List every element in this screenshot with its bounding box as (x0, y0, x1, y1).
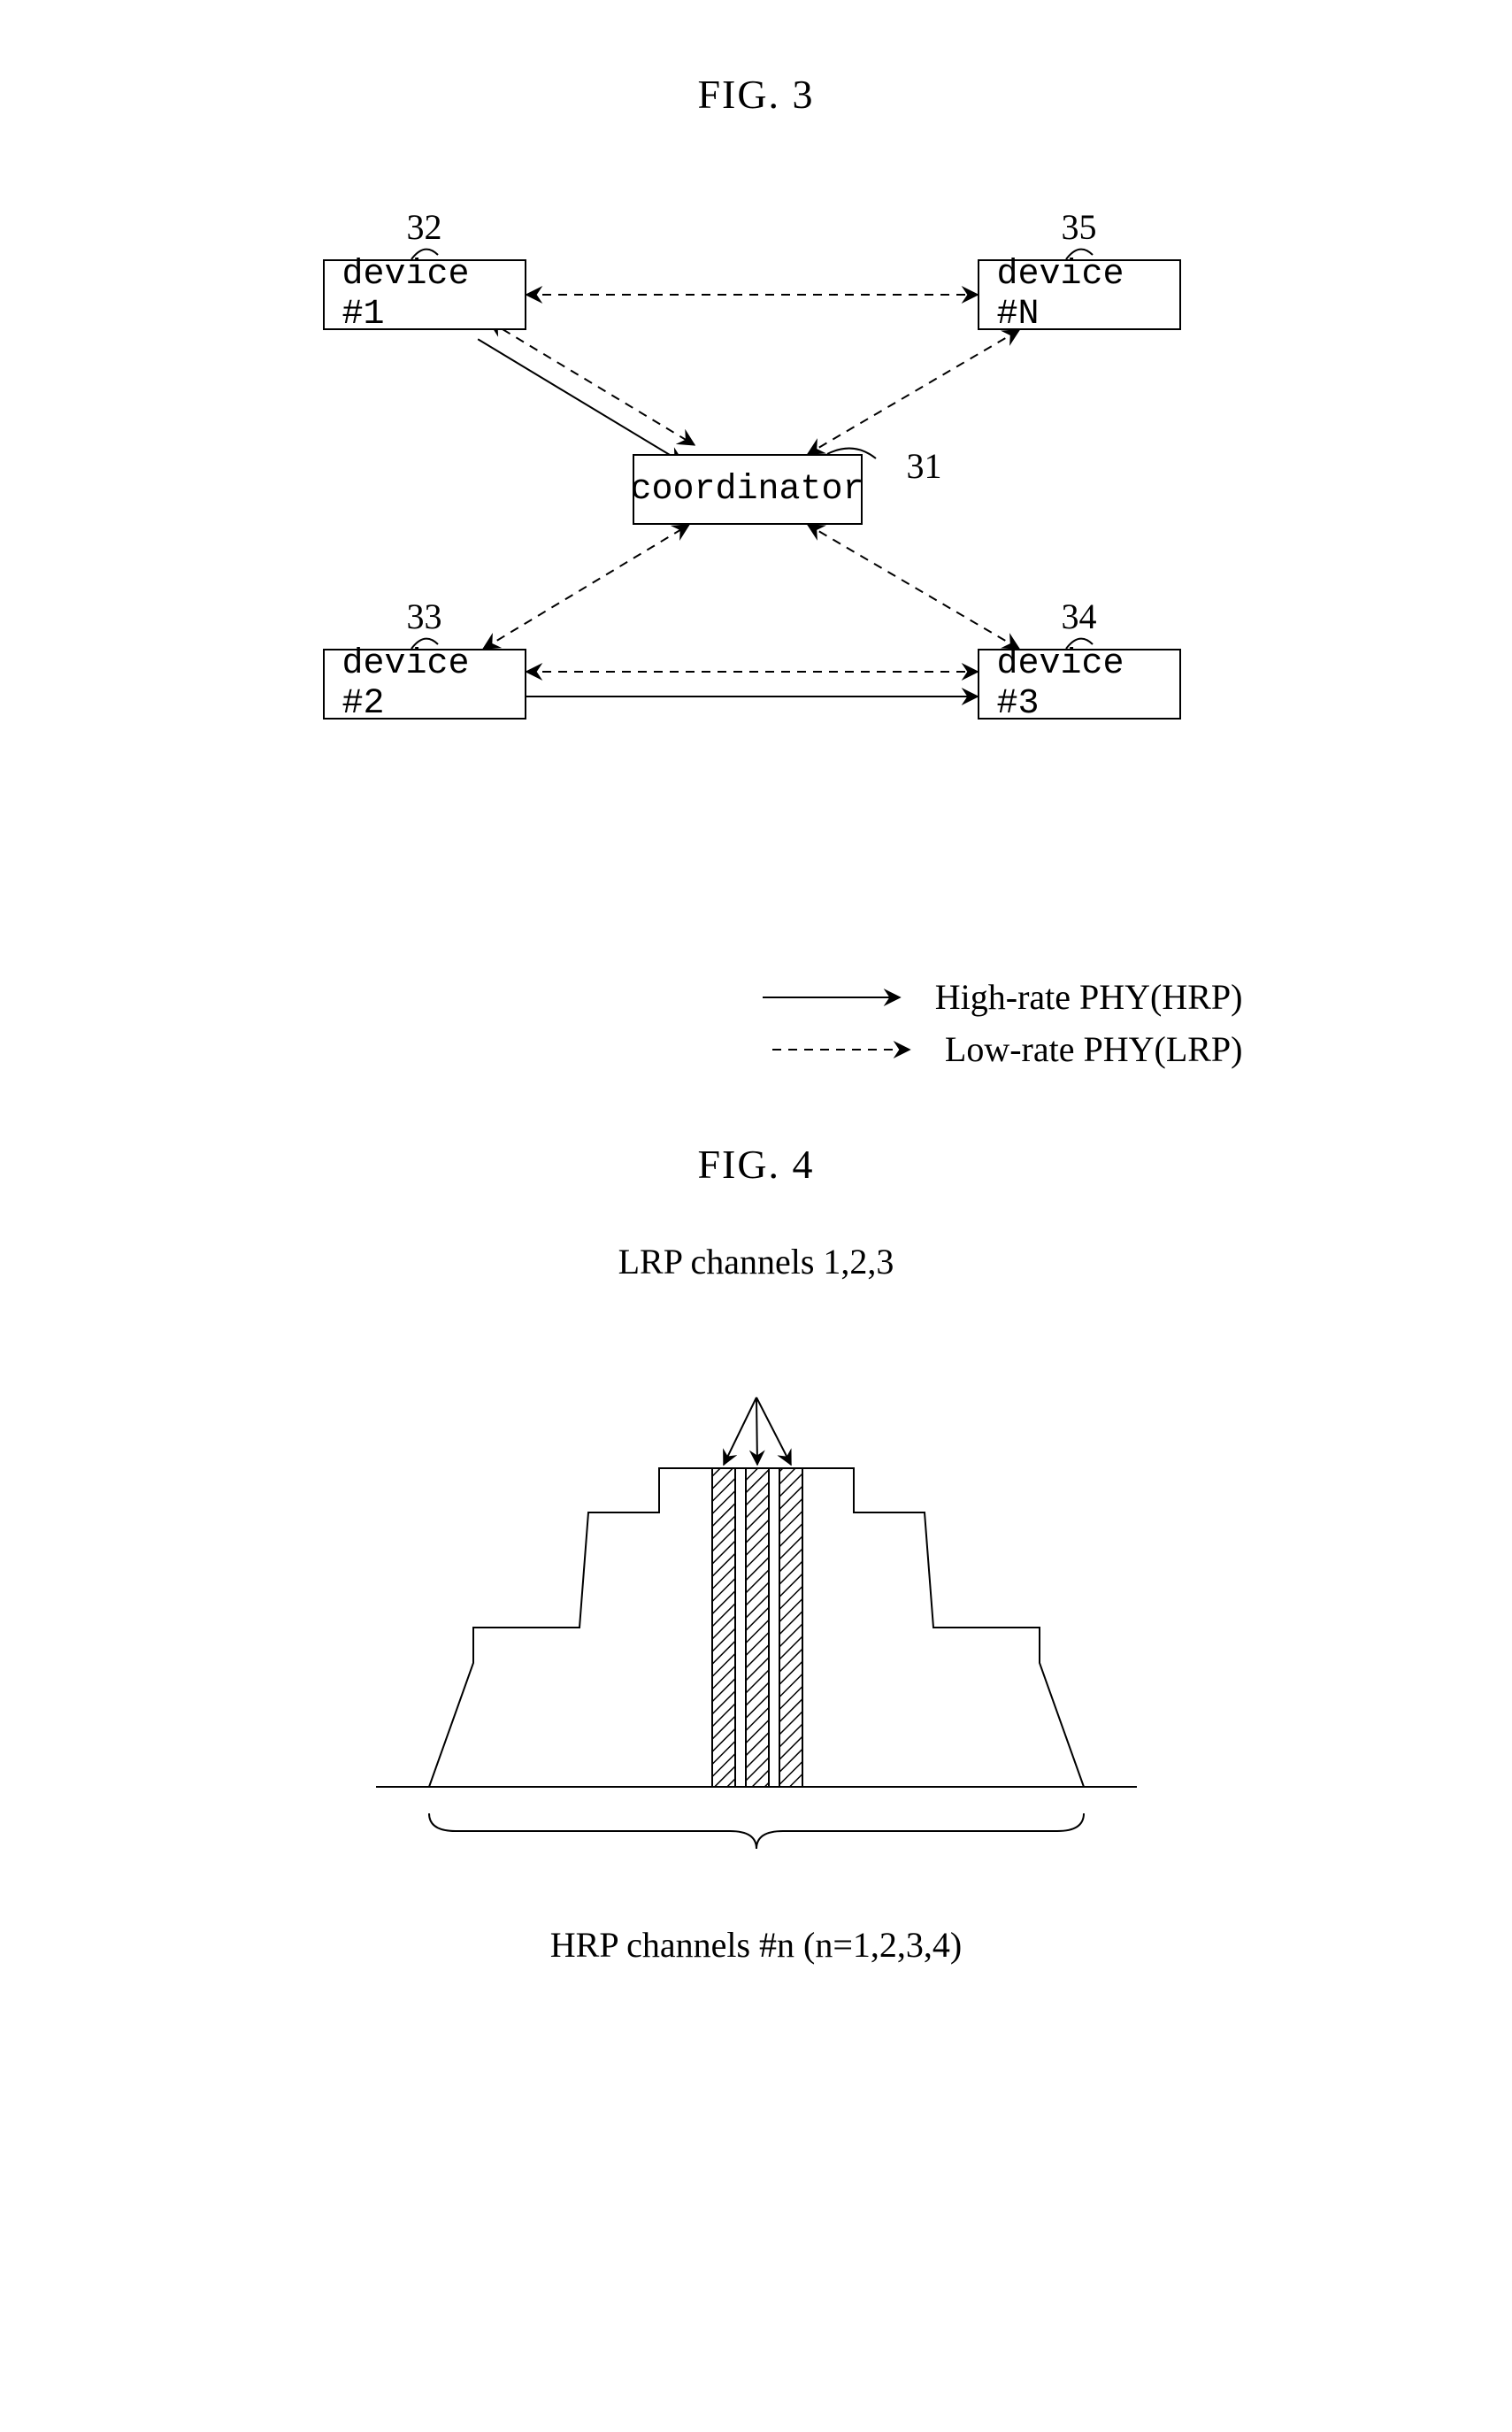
lrp-arrow-3 (756, 1397, 791, 1465)
edge-device1-coordinator (478, 339, 683, 463)
fig4-svg (358, 1291, 1155, 1911)
edge-device3-coordinator (808, 525, 1019, 649)
ref-device2: 33 (407, 596, 442, 637)
fig4-top-label: LRP channels 1,2,3 (270, 1241, 1243, 1282)
fig3-legend: High-rate PHY(HRP) Low-rate PHY(LRP) (270, 976, 1243, 1070)
edge-device1-coordinator (488, 321, 694, 445)
fig3-diagram: device #1 32 device #N 35 coordinator 31 devic… (270, 171, 1243, 923)
lrp-arrow-1 (724, 1397, 756, 1465)
lrp-stripe-3 (779, 1468, 802, 1787)
ref-device3: 34 (1062, 596, 1097, 637)
node-device1: device #1 (323, 259, 526, 330)
lrp-stripe-2 (746, 1468, 769, 1787)
node-device2: device #2 (323, 649, 526, 720)
legend-lrp: Low-rate PHY(LRP) (270, 1028, 1243, 1070)
legend-lrp-label: Low-rate PHY(LRP) (945, 1028, 1243, 1070)
edge-deviceN-coordinator (808, 330, 1019, 454)
edge-device2-coordinator (483, 525, 688, 649)
fig4-title: FIG. 4 (35, 1141, 1477, 1188)
fig3-title: FIG. 3 (35, 71, 1477, 118)
legend-hrp: High-rate PHY(HRP) (270, 976, 1243, 1018)
legend-hrp-label: High-rate PHY(HRP) (935, 976, 1243, 1018)
node-coordinator: coordinator (633, 454, 863, 525)
ref-deviceN: 35 (1062, 206, 1097, 248)
lrp-stripe-1 (712, 1468, 735, 1787)
lrp-arrow-2 (756, 1397, 757, 1465)
legend-dashed-line (768, 1036, 918, 1063)
ref-coordinator: 31 (907, 445, 942, 487)
node-device3: device #3 (978, 649, 1181, 720)
fig4-diagram: LRP channels 1,2,3 HRP channels #n (n=1,… (270, 1241, 1243, 1966)
ref-device1: 32 (407, 206, 442, 248)
node-deviceN: device #N (978, 259, 1181, 330)
fig4-bottom-label: HRP channels #n (n=1,2,3,4) (270, 1924, 1243, 1966)
legend-solid-line (758, 984, 909, 1011)
hrp-brace (429, 1813, 1084, 1849)
